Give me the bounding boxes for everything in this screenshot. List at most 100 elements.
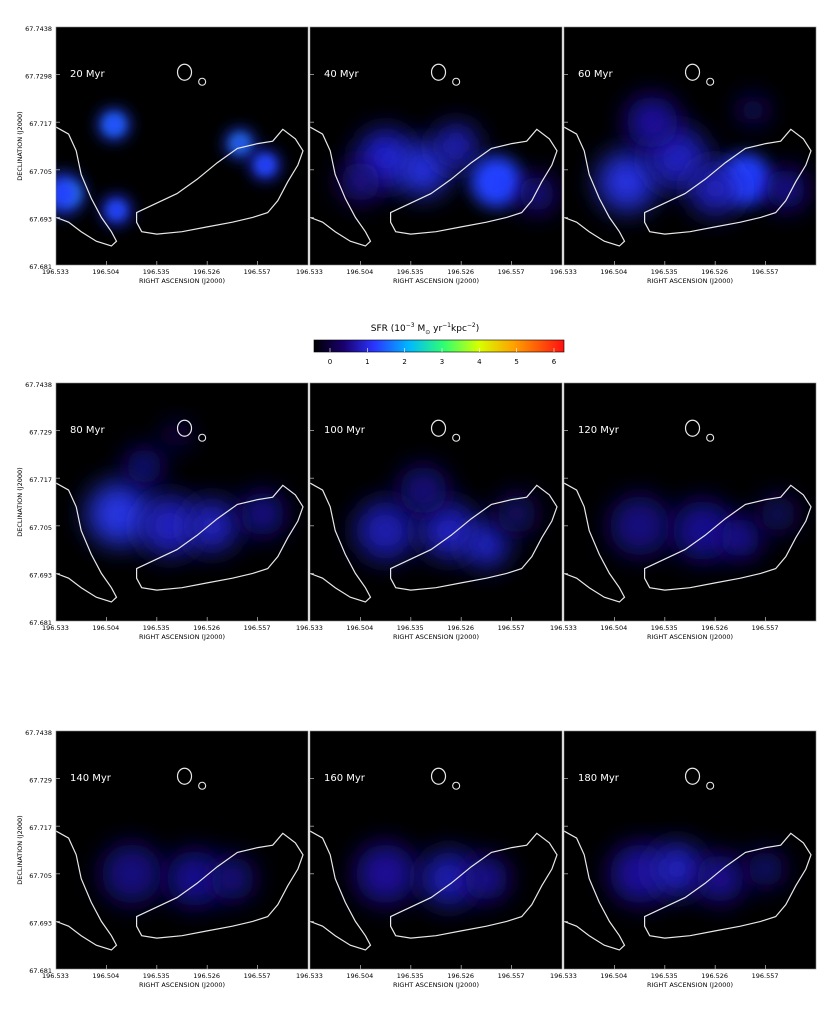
sfr-blob	[126, 448, 163, 485]
panel-frame	[563, 382, 817, 622]
sfr-emission	[310, 767, 558, 951]
x-axis-label: RIGHT ASCENSION (J2000)	[393, 981, 479, 989]
map-panel: 100 Myr	[309, 382, 563, 622]
map-panel: 20 Myr	[55, 26, 309, 266]
map-panel: 160 Myr	[309, 730, 563, 970]
panel-label: 60 Myr	[578, 69, 613, 80]
sfr-blob	[518, 175, 555, 212]
sfr-blob	[689, 162, 742, 215]
y-tick-label: 67.7438	[25, 729, 52, 737]
y-tick-label: 67.705	[29, 524, 52, 532]
sfr-blob	[98, 109, 129, 140]
contour-line	[310, 482, 372, 603]
sfr-emission	[56, 63, 304, 247]
x-tick-label: 196.535	[397, 972, 424, 980]
x-tick-label: 196.533	[42, 268, 69, 276]
x-tick-label: 196.504	[600, 972, 627, 980]
x-axis-label: RIGHT ASCENSION (J2000)	[647, 981, 733, 989]
contour-line	[684, 767, 701, 785]
x-tick-label: 196.535	[143, 972, 170, 980]
panel-frame	[309, 26, 563, 266]
y-tick-label: 67.729	[29, 429, 52, 437]
panel-label: 80 Myr	[70, 425, 105, 436]
sfr-blob	[470, 155, 523, 208]
y-tick-label: 67.729	[29, 777, 52, 785]
sfr-blob	[355, 500, 416, 561]
y-tick-label: 67.693	[29, 919, 52, 927]
x-tick-label: 196.526	[193, 972, 220, 980]
colorbar-tick-label: 3	[440, 358, 444, 366]
panel-frame	[309, 730, 563, 970]
sfr-blob	[102, 196, 131, 225]
x-tick-label: 196.504	[600, 268, 627, 276]
contour-line	[56, 126, 118, 247]
colorbar: 0 1 2 3 4 5 6	[313, 339, 565, 366]
colorbar-tick-label: 6	[552, 358, 557, 366]
sfr-blob	[739, 96, 767, 125]
contour-line	[644, 484, 812, 591]
x-tick-label: 196.557	[498, 972, 525, 980]
contour-line	[564, 830, 626, 951]
x-tick-label: 196.533	[550, 624, 577, 632]
sfr-emission	[310, 63, 558, 247]
y-tick-label: 67.7438	[25, 381, 52, 389]
x-tick-label: 196.526	[447, 972, 474, 980]
contour-line	[310, 830, 372, 951]
x-tick-label: 196.557	[498, 268, 525, 276]
y-tick-label: 67.7298	[25, 73, 52, 81]
contour-line	[564, 126, 626, 247]
panel-frame	[55, 730, 309, 970]
sfr-blob	[597, 151, 657, 212]
x-tick-label: 196.533	[296, 268, 323, 276]
x-tick-label: 196.557	[752, 624, 779, 632]
colorbar-tick-label: 5	[514, 358, 518, 366]
sfr-blob	[672, 500, 733, 561]
x-tick-label: 196.526	[701, 268, 728, 276]
sfr-blob	[420, 502, 477, 559]
x-axis-label: RIGHT ASCENSION (J2000)	[139, 277, 225, 285]
sfr-blob	[747, 851, 784, 888]
panel-frame	[55, 382, 309, 622]
sfr-blob	[609, 495, 670, 556]
contour-line	[176, 419, 193, 437]
sfr-blob	[101, 843, 162, 904]
x-axis-label: RIGHT ASCENSION (J2000)	[393, 633, 479, 641]
map-panel: 60 Myr	[563, 26, 817, 266]
contour-line	[430, 767, 447, 785]
contour-line	[176, 767, 193, 785]
sfr-blob	[626, 96, 679, 149]
y-axis-label: DECLINATION (J2000)	[16, 467, 24, 536]
x-tick-label: 196.504	[346, 972, 373, 980]
panel-label: 40 Myr	[324, 69, 359, 80]
colorbar-tick-label: 4	[477, 358, 482, 366]
sfr-blob	[139, 495, 200, 556]
colorbar-tick-label: 1	[365, 358, 369, 366]
contour-line	[452, 781, 461, 790]
contour-line	[390, 128, 558, 235]
contour-line	[56, 830, 118, 951]
sfr-blob	[355, 843, 416, 904]
panel-label: 160 Myr	[324, 773, 366, 784]
panel-frame	[563, 26, 817, 266]
x-tick-label: 196.557	[244, 268, 271, 276]
contour-line	[706, 77, 715, 86]
x-tick-label: 196.504	[92, 972, 119, 980]
contour-line	[310, 126, 372, 247]
y-tick-label: 67.693	[29, 571, 52, 579]
sfr-blob	[340, 161, 381, 202]
sfr-emission	[564, 419, 812, 603]
x-tick-label: 196.526	[701, 624, 728, 632]
x-tick-label: 196.526	[193, 624, 220, 632]
sfr-blob	[56, 173, 84, 214]
contour-line	[452, 77, 461, 86]
sfr-blob	[464, 856, 509, 901]
y-tick-label: 67.681	[29, 263, 52, 271]
x-tick-label: 196.535	[143, 624, 170, 632]
sfr-blob	[434, 124, 479, 168]
panel-frame	[309, 382, 563, 622]
y-tick-label: 67.705	[29, 168, 52, 176]
map-panel: 140 Myr	[55, 730, 309, 970]
contour-line	[644, 832, 812, 939]
sfr-blob	[397, 143, 450, 196]
y-tick-label: 67.7438	[25, 25, 52, 33]
